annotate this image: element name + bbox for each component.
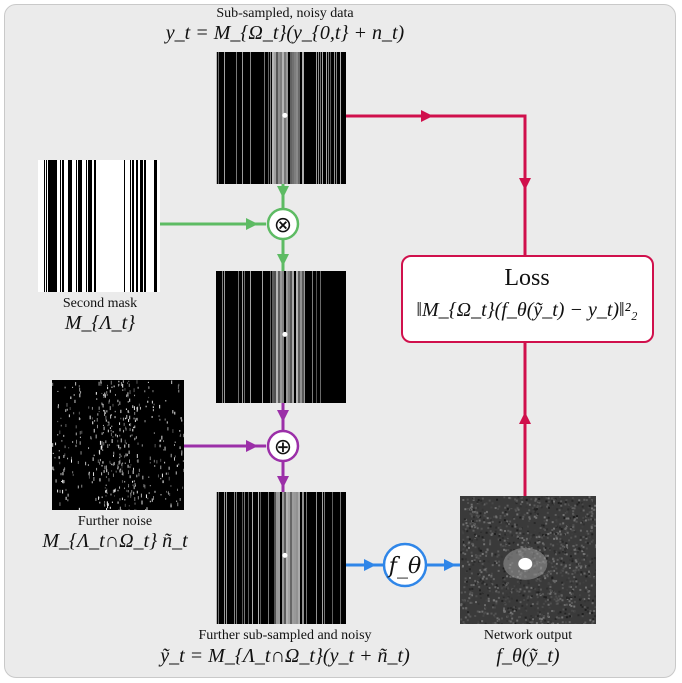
top-data-image bbox=[216, 52, 346, 184]
network-output-image bbox=[460, 496, 596, 624]
second-mask-formula: M_{Λ_t} bbox=[64, 312, 136, 334]
second-mask-image bbox=[38, 160, 160, 292]
top-image-formula: y_t = M_{Ω_t}(y_{0,t} + n_t) bbox=[165, 22, 405, 44]
loss-formula: ‖M_{Ω_t}(f_θ(ỹ_t) − y_t)‖²₂ bbox=[416, 299, 638, 321]
masked-data-image bbox=[216, 271, 346, 403]
network-node bbox=[382, 542, 428, 588]
further-noise-formula: M_{Λ_t∩Ω_t} ñ_t bbox=[42, 530, 188, 552]
green-arrowhead-top bbox=[277, 186, 289, 198]
further-noise-title: Further noise bbox=[77, 514, 153, 529]
add-symbol: ⊕ bbox=[274, 435, 292, 460]
purple-arrowhead-down bbox=[277, 476, 289, 488]
red-arrowhead-down bbox=[519, 178, 531, 190]
second-mask-title: Second mask bbox=[62, 296, 138, 311]
red-arrowhead-right bbox=[421, 110, 433, 122]
top-image-title: Sub-sampled, noisy data bbox=[216, 6, 354, 21]
network-symbol: f_θ bbox=[387, 554, 421, 579]
blue-arrowhead-in bbox=[364, 559, 376, 571]
bottom-image-title: Further sub-sampled and noisy bbox=[198, 628, 372, 643]
red-line-top bbox=[346, 114, 527, 255]
purple-arrowhead-top bbox=[277, 410, 289, 422]
network-output-title: Network output bbox=[483, 628, 573, 643]
further-subsampled-image bbox=[216, 492, 346, 624]
loss-title: Loss bbox=[504, 265, 550, 291]
red-arrowhead-up bbox=[519, 412, 531, 424]
purple-arrowhead-left bbox=[246, 440, 258, 452]
green-arrowhead-left bbox=[246, 218, 258, 230]
green-arrowhead-down bbox=[277, 254, 289, 266]
further-noise-image bbox=[52, 380, 184, 510]
blue-arrowhead-out bbox=[444, 559, 456, 571]
multiply-symbol: ⊗ bbox=[274, 213, 292, 238]
loss-box: Loss ‖M_{Ω_t}(f_θ(ỹ_t) − y_t)‖²₂ bbox=[401, 255, 654, 343]
bottom-image-formula: ỹ_t = M_{Λ_t∩Ω_t}(y_t + ñ_t) bbox=[160, 645, 410, 667]
add-node bbox=[266, 429, 300, 463]
network-output-formula: f_θ(ỹ_t) bbox=[496, 645, 560, 667]
multiply-node bbox=[266, 207, 300, 241]
